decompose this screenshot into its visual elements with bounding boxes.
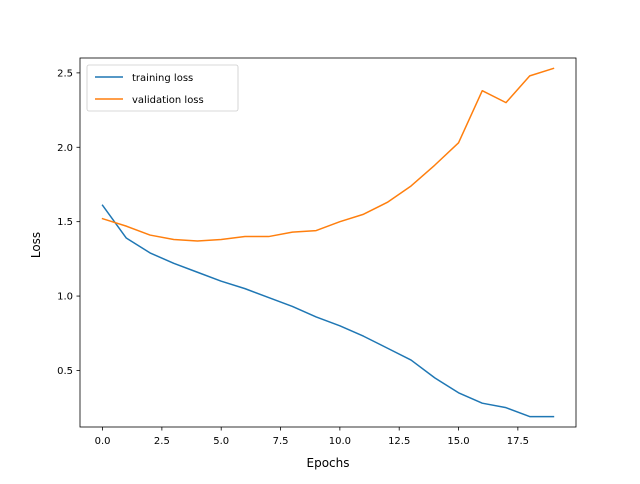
axes-frame bbox=[79, 57, 577, 428]
x-tick-label: 5.0 bbox=[213, 436, 229, 447]
x-tick-label: 7.5 bbox=[273, 436, 289, 447]
x-tick-label: 12.5 bbox=[388, 436, 410, 447]
legend-label: training loss bbox=[132, 73, 193, 84]
x-tick-label: 10.0 bbox=[329, 436, 351, 447]
x-axis-label: Epochs bbox=[307, 456, 350, 470]
x-tick-label: 17.5 bbox=[507, 436, 529, 447]
y-axis-label: Loss bbox=[29, 232, 43, 258]
y-tick-label: 1.0 bbox=[57, 292, 73, 303]
x-tick-label: 15.0 bbox=[447, 436, 469, 447]
series-line-training-loss bbox=[101, 204, 555, 418]
axes-layer: 0.0 2.5 5.0 7.5 10.0 12.5 15.0 17.5 0.5 1.0 1.5 2.0… bbox=[57, 57, 577, 447]
legend-label: validation loss bbox=[132, 95, 204, 106]
legend: training loss validation loss bbox=[86, 64, 239, 112]
y-tick-label: 2.5 bbox=[57, 68, 73, 79]
y-tick-label: 1.5 bbox=[57, 217, 73, 228]
x-tick-label: 0.0 bbox=[95, 436, 111, 447]
series-layer bbox=[101, 67, 555, 418]
legend-box bbox=[86, 64, 239, 112]
series-line-validation-loss bbox=[101, 67, 555, 242]
y-tick-label: 2.0 bbox=[57, 143, 73, 154]
y-tick-label: 0.5 bbox=[57, 366, 73, 377]
x-tick-label: 2.5 bbox=[154, 436, 170, 447]
